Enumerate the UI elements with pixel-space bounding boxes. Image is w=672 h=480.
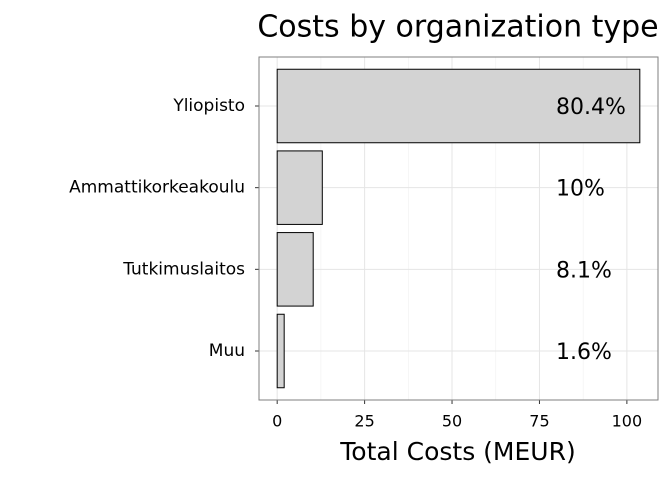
x-tick-label: 0 (272, 412, 282, 431)
bar (276, 68, 641, 144)
y-tick-label: Yliopisto (172, 96, 245, 116)
y-tick-label: Tutkimuslaitos (122, 259, 245, 279)
chart-title: Costs by organization type (257, 10, 658, 45)
y-tick-label: Muu (209, 341, 245, 361)
share-label: 10% (556, 177, 605, 202)
bar (276, 232, 314, 307)
y-tick-label: Ammattikorkeakoulu (69, 178, 245, 198)
panel-border (258, 56, 659, 401)
x-tick-label: 50 (442, 412, 462, 431)
x-tick-label: 25 (354, 412, 374, 431)
share-label: 8.1% (556, 258, 612, 283)
x-tick-label: 75 (529, 412, 549, 431)
x-tick-label: 100 (612, 412, 643, 431)
bar (276, 313, 285, 389)
share-label: 80.4% (556, 95, 626, 120)
x-axis-title: Total Costs (MEUR) (339, 437, 575, 466)
bar (276, 150, 323, 225)
share-label: 1.6% (556, 340, 612, 365)
